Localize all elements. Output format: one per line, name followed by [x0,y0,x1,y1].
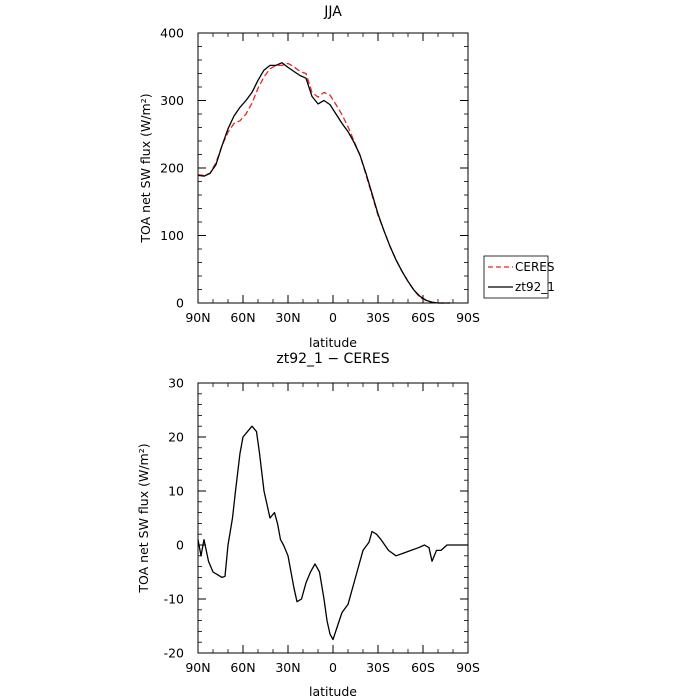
y-tick-label: 200 [160,161,184,176]
x-tick-label: 30N [275,660,300,675]
series-line-difference [197,425,468,641]
y-tick-label: -20 [164,646,184,661]
x-tick-label: 90S [456,660,480,675]
x-tick-label: 60S [411,660,435,675]
y-tick-label: -10 [164,592,184,607]
y-tick-labels-bottom: -20 -10 0 10 20 30 [164,376,184,661]
y-tick-label: 100 [160,228,184,243]
chart-title-bottom: zt92_1 − CERES [276,351,389,367]
legend-label-zt92: zt92_1 [515,280,555,294]
y-tick-label: 0 [176,538,184,553]
legend-label-ceres: CERES [515,260,555,274]
y-tick-label: 400 [160,26,184,41]
legend-box [483,255,549,299]
plot-frame-bottom [197,382,469,654]
y-axis-label-top: TOA net SW flux (W/m²) [138,93,153,243]
x-tick-labels-bottom: 90N 60N 30N 0 30S 60S 90S [185,660,480,675]
y-tick-label: 30 [168,376,184,391]
x-tick-label: 30S [366,660,390,675]
x-tick-label: 0 [329,660,337,675]
tick-marks-top [197,32,469,304]
legend: CERES zt92_1 [483,255,555,299]
chart-title-top: JJA [323,4,342,20]
x-axis-label-top: latitude [309,335,357,350]
x-tick-label: 60N [230,310,255,325]
tick-marks-bottom [197,382,469,654]
x-tick-label: 90N [185,660,210,675]
y-tick-label: 20 [168,430,184,445]
panel-top-chart: JJA 0 100 200 300 400 90N 60N 30N 0 30S 60S 90S la… [138,4,555,350]
series-line-zt92-1 [197,62,450,304]
x-tick-label: 60S [411,310,435,325]
x-tick-labels-top: 90N 60N 30N 0 30S 60S 90S [185,310,480,325]
series-group-bottom [197,425,468,641]
plot-frame-top [197,32,469,304]
x-tick-label: 30S [366,310,390,325]
x-tick-label: 0 [329,310,337,325]
y-tick-label: 300 [160,93,184,108]
x-tick-label: 90N [185,310,210,325]
x-axis-label-bottom: latitude [309,684,357,699]
series-group-top [197,62,450,304]
y-tick-labels-top: 0 100 200 300 400 [160,26,184,311]
x-tick-label: 60N [230,660,255,675]
x-tick-label: 90S [456,310,480,325]
series-line-ceres [197,62,450,304]
panel-bottom-chart: zt92_1 − CERES -20 -10 0 10 20 30 90N 60N 30N 0 3… [136,351,480,699]
y-axis-label-bottom: TOA net SW flux (W/m²) [136,443,151,593]
y-tick-label: 10 [168,484,184,499]
x-tick-label: 30N [275,310,300,325]
y-tick-label: 0 [176,296,184,311]
